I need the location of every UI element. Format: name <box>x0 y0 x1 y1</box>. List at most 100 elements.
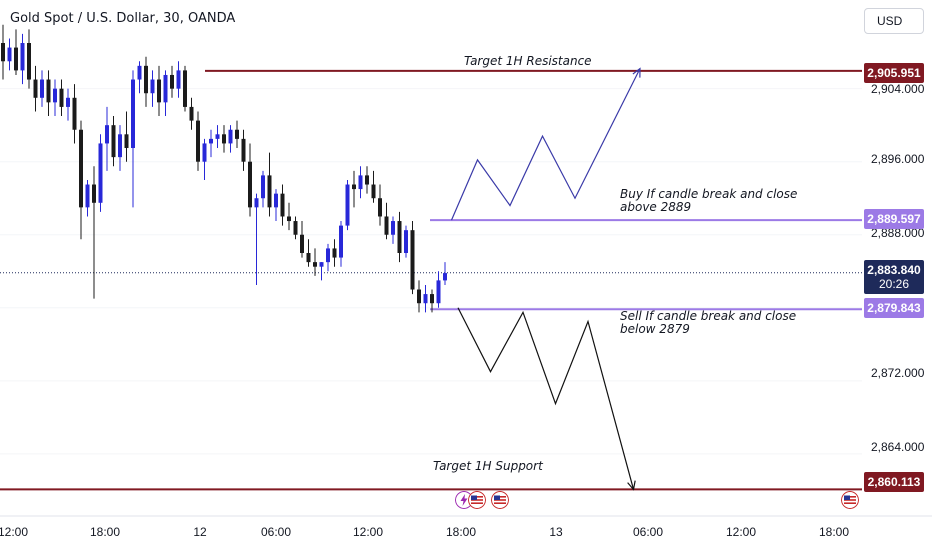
candle-body <box>14 47 18 71</box>
candle <box>202 138 207 180</box>
us-flag-event-icon[interactable] <box>841 491 859 509</box>
candle <box>254 193 259 285</box>
current-price-value: 2,883.840 <box>867 263 921 277</box>
candle-body <box>417 289 421 304</box>
candle-body <box>280 193 285 217</box>
candle-countdown: 20:26 <box>878 277 910 291</box>
candle <box>209 129 213 158</box>
candle-body <box>85 184 90 208</box>
candle-body <box>163 74 168 103</box>
candle <box>46 70 51 117</box>
x-tick-label: 12 <box>193 525 207 539</box>
candle <box>170 65 174 98</box>
candle <box>358 166 363 199</box>
candle <box>105 106 109 171</box>
candle-body <box>79 129 83 208</box>
projected-paths <box>450 67 641 491</box>
candle <box>287 202 291 231</box>
bearish-projection-path-arrowhead <box>627 480 636 491</box>
candle-body <box>306 253 311 263</box>
candle <box>280 184 285 226</box>
candle <box>319 262 324 281</box>
x-tick-label: 06:00 <box>632 525 664 539</box>
candle-body <box>40 79 44 98</box>
candle-body <box>157 79 161 103</box>
x-tick-label: 13 <box>549 525 563 539</box>
candle <box>404 225 408 258</box>
candle <box>345 179 350 231</box>
candle <box>196 111 200 171</box>
x-tick-label: 18:00 <box>445 525 477 539</box>
candle-body <box>176 70 181 89</box>
us-flag-event-icon[interactable] <box>491 491 509 509</box>
candle <box>267 152 272 217</box>
candle-body <box>274 193 278 208</box>
buy-annotation-line-2: above 2889 <box>620 200 692 214</box>
sell-annotation-line-1: Sell If candle break and close <box>620 309 797 323</box>
candle <box>222 125 226 153</box>
candle <box>313 248 317 276</box>
candle-body <box>183 70 187 107</box>
candle-body <box>235 129 239 139</box>
candle-body <box>170 74 174 89</box>
candle <box>98 134 103 212</box>
candle-body <box>287 216 291 222</box>
candle-body <box>72 97 77 130</box>
candle <box>59 79 64 117</box>
candle <box>118 125 122 171</box>
candle <box>92 166 96 299</box>
candle <box>391 216 395 244</box>
support-price-tag: 2,860.113 <box>864 472 924 492</box>
candle <box>378 184 382 226</box>
candle-body <box>248 161 252 208</box>
candle <box>40 70 44 107</box>
bullish-projection-path <box>450 68 641 221</box>
candle-body <box>430 294 434 304</box>
y-tick-label: 2,888.000 <box>871 226 925 240</box>
candle-body <box>371 184 376 199</box>
candle-body <box>1 43 5 62</box>
candle-body <box>293 221 298 235</box>
lightning-event-icon[interactable] <box>455 491 473 509</box>
candle-body <box>345 184 350 226</box>
candle-body <box>98 143 103 203</box>
candle <box>436 271 441 308</box>
candle <box>85 179 90 217</box>
resistance-annotation: Target 1H Resistance <box>464 54 592 68</box>
sell-annotation: Sell If candle break and close below 287… <box>620 310 796 336</box>
candle-body <box>404 230 408 253</box>
candle-body <box>27 43 31 80</box>
candle-body <box>105 125 109 144</box>
candle-body <box>358 175 363 190</box>
candle <box>228 125 233 153</box>
horizontal-levels <box>0 69 862 491</box>
candle <box>293 216 298 240</box>
candle-body <box>92 184 96 203</box>
sell-annotation-line-2: below 2879 <box>620 322 690 336</box>
candle-body <box>391 221 395 235</box>
candle <box>274 189 278 222</box>
symbol-title[interactable]: Gold Spot / U.S. Dollar, 30, OANDA <box>8 11 238 26</box>
x-tick-label: 06:00 <box>260 525 292 539</box>
currency-button[interactable]: USD <box>864 8 924 34</box>
candle <box>144 56 148 107</box>
candle-body <box>300 234 304 253</box>
candle <box>417 280 421 313</box>
candle-body <box>319 262 324 267</box>
us-flag-event-icon[interactable] <box>468 491 486 509</box>
candle <box>339 221 343 267</box>
resistance-price-tag: 2,905.951 <box>864 63 924 83</box>
candle-body <box>137 65 142 80</box>
candle-body <box>254 198 259 208</box>
candle-body <box>397 221 402 253</box>
candle <box>33 65 38 112</box>
candle <box>72 84 77 144</box>
candle-body <box>46 79 51 103</box>
candle-body <box>144 65 148 94</box>
candle <box>352 170 356 208</box>
candle-body <box>267 175 272 208</box>
candle-body <box>196 120 200 162</box>
y-tick-label: 2,896.000 <box>871 152 925 166</box>
candle-body <box>118 134 122 158</box>
